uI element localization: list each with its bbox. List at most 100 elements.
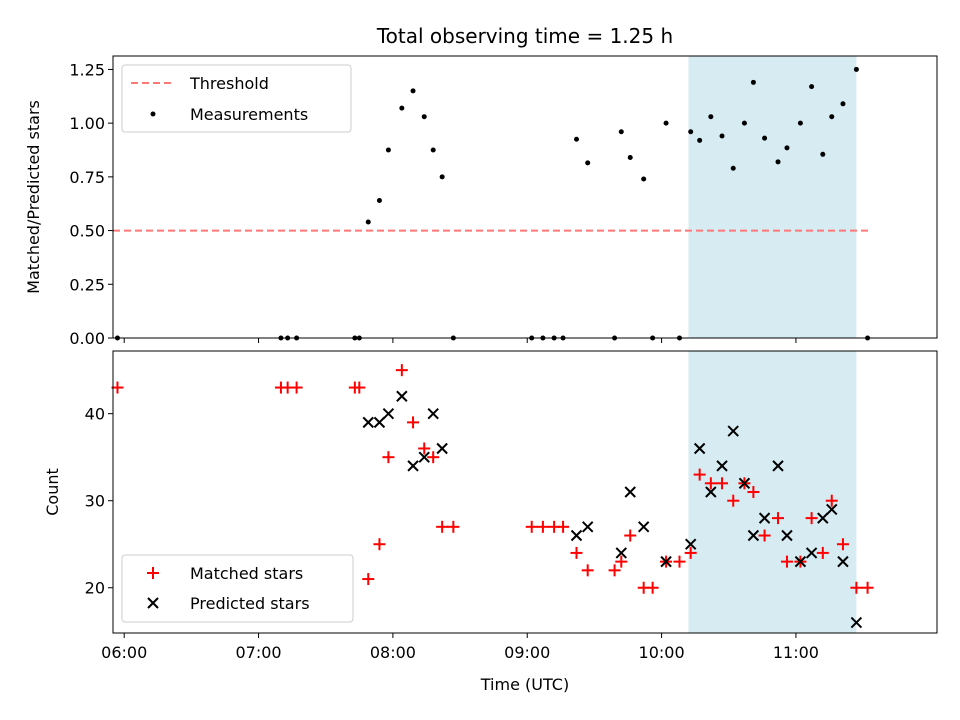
ratio-axes-frame	[112, 55, 938, 339]
ratio-x-ticks	[123, 338, 797, 343]
matched-star-point	[684, 546, 697, 559]
legend-predicted-label: Predicted stars	[190, 594, 310, 613]
matched-star-point	[581, 564, 594, 577]
measurement-point	[775, 159, 781, 165]
measurement-point	[627, 155, 633, 161]
x-tick-label: 06:00	[101, 643, 147, 662]
matched-star-point	[353, 381, 366, 394]
matched-star-point	[427, 451, 440, 464]
predicted-star-point	[427, 407, 439, 420]
measurement-point	[663, 120, 669, 126]
predicted-star-point	[781, 529, 793, 542]
x-tick-label: 08:00	[370, 643, 416, 662]
matched-star-point	[850, 581, 863, 594]
highlight-span	[688, 351, 857, 633]
predicted-star-point	[758, 512, 771, 524]
matched-star-point	[716, 477, 729, 490]
measurement-point	[829, 114, 835, 120]
predicted-star-point	[660, 555, 672, 568]
matched-star-point	[395, 364, 408, 377]
predicted-star-point	[382, 407, 395, 420]
matched-star-point	[747, 486, 760, 498]
measurement-point	[574, 136, 579, 142]
y-tick-label: 1.25	[69, 60, 105, 79]
matched-star-point	[693, 468, 706, 481]
matched-star-point	[673, 555, 686, 568]
predicted-star-point	[772, 460, 784, 472]
measurement-point	[840, 101, 846, 107]
y-tick-label: 30	[85, 492, 105, 511]
matched-star-point	[727, 494, 740, 507]
measurement-point	[853, 66, 859, 72]
predicted-star-point	[407, 460, 419, 472]
legend-frame	[121, 554, 354, 623]
predicted-star-point	[684, 538, 697, 550]
legend-matched-swatch	[147, 567, 159, 579]
measurement-point	[365, 219, 371, 225]
matched-star-point	[825, 494, 838, 507]
matched-star-point	[608, 564, 621, 577]
y-tick-label: 0.75	[69, 168, 105, 187]
measurement-point	[430, 147, 436, 153]
matched-star-point	[557, 520, 570, 533]
ratio-y-axis-label: Matched/Predicted stars	[24, 100, 43, 294]
legend-frame	[121, 64, 352, 133]
matched-star-point	[646, 581, 659, 594]
highlight-span-rect	[688, 56, 857, 338]
count-axes-frame	[112, 350, 938, 634]
matched-star-point	[861, 581, 874, 594]
x-tick-label: 07:00	[235, 643, 281, 662]
count-y-ticks: 20 30 40	[85, 405, 113, 598]
matched-star-point	[624, 529, 637, 542]
predicted-star-point	[615, 547, 627, 559]
y-tick-label: 0.50	[69, 222, 105, 241]
ratio-y-ticks: 0.00 0.25 0.50 0.75 1.00 1.25	[69, 60, 113, 348]
matched-star-point	[382, 451, 395, 464]
predicted-star-point	[373, 416, 386, 429]
measurement-point	[750, 79, 756, 85]
count-legend: Matched stars Predicted stars	[121, 554, 354, 623]
measurement-point	[385, 147, 391, 153]
y-tick-label: 0.25	[69, 275, 105, 294]
measurement-point	[730, 165, 736, 171]
y-tick-label: 0.00	[69, 329, 105, 348]
predicted-star-point	[826, 503, 838, 516]
legend-predicted-swatch	[147, 597, 159, 609]
legend-threshold-label: Threshold	[189, 74, 269, 93]
predicted-star-point	[705, 486, 717, 498]
predicted-star-point	[570, 529, 583, 542]
measurement-point	[410, 88, 416, 94]
highlight-span-rect	[688, 351, 857, 633]
predicted-star-point	[362, 416, 374, 429]
measurement-point	[719, 133, 725, 139]
x-tick-label: 09:00	[504, 643, 550, 662]
matched-star-point	[836, 538, 849, 551]
legend-matched-label: Matched stars	[190, 564, 303, 583]
legend-measurements-label: Measurements	[190, 105, 308, 124]
matched-star-point	[373, 538, 386, 551]
predicted-star-point	[794, 555, 807, 568]
matched-star-point	[525, 520, 538, 533]
x-tick-label: 11:00	[773, 643, 819, 662]
x-tick-label: 10:00	[639, 643, 685, 662]
measurement-point	[708, 114, 714, 120]
measurement-point	[741, 120, 747, 126]
measurement-point	[762, 135, 768, 141]
predicted-star-point	[436, 442, 448, 455]
legend-measurements-swatch	[150, 111, 156, 117]
matched-star-point	[418, 442, 431, 455]
measurement-point	[641, 176, 647, 182]
predicted-star-point	[747, 529, 760, 542]
matched-star-point	[758, 529, 771, 542]
y-tick-label: 20	[85, 579, 105, 598]
measurement-point	[809, 84, 815, 90]
matched-star-point	[407, 416, 420, 429]
measurement-point	[784, 145, 790, 151]
predicted-star-point	[805, 547, 818, 559]
chart-title: Total observing time = 1.25 h	[376, 24, 673, 48]
matched-star-point	[816, 546, 829, 559]
predicted-star-point	[418, 451, 430, 463]
predicted-star-point	[716, 460, 728, 472]
predicted-star-point	[738, 477, 751, 490]
